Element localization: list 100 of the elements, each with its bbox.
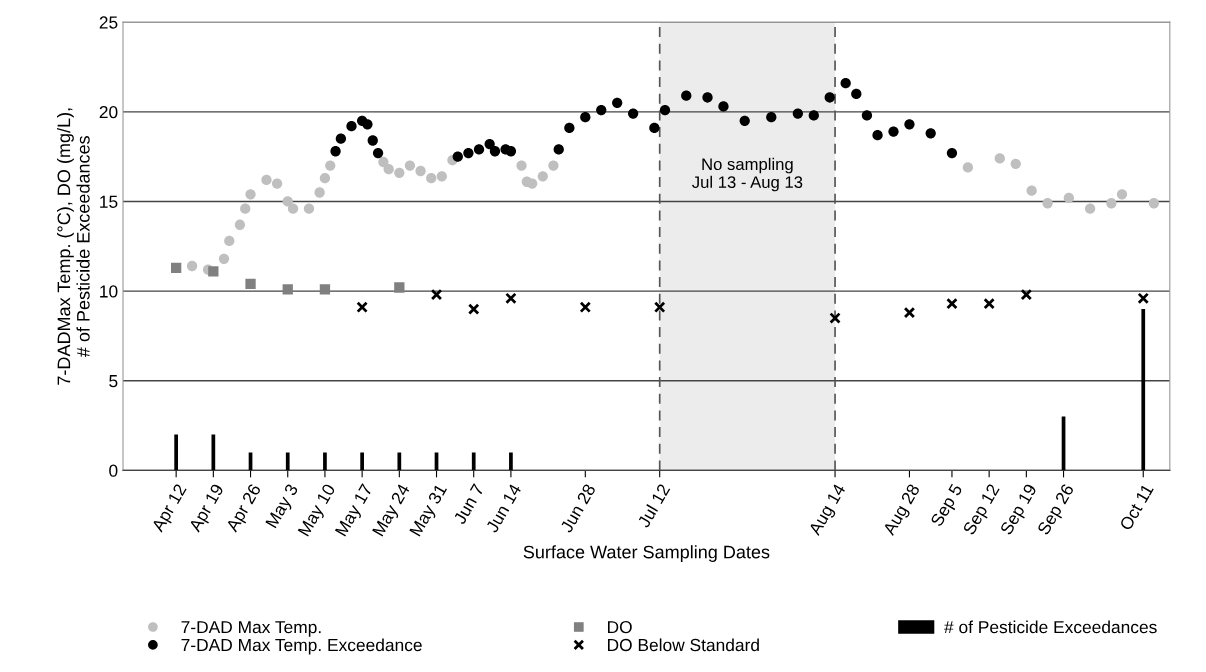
point [564,122,575,134]
point [186,260,198,272]
point [362,119,373,130]
point [319,284,331,295]
legend-label: # of Pesticide Exceedances [944,620,1157,634]
point [579,301,592,314]
x-tick-label: Sep 26 [1036,483,1078,538]
point [766,112,777,123]
x-tick-label: Sep 12 [962,483,1000,536]
point [653,301,666,314]
point [505,292,517,305]
point [1084,203,1096,214]
point [829,312,841,324]
point [548,160,559,171]
point [1063,192,1075,204]
point [983,297,995,310]
y-tick-label: 25 [99,16,118,29]
point [681,90,692,101]
point [702,92,713,103]
point [903,306,916,319]
point [234,219,246,230]
point [430,288,443,301]
point [792,108,804,119]
x-tick-label: Jun 14 [485,482,522,534]
point [367,135,378,146]
point [218,253,230,264]
point [840,77,851,89]
point [245,189,256,200]
point [946,147,958,159]
point [904,119,915,130]
point [325,160,336,171]
point [537,171,548,182]
point [925,128,936,139]
point [596,104,607,116]
point [489,146,501,157]
point [303,203,315,214]
point [1020,288,1033,301]
point [335,133,347,144]
point [287,203,299,214]
point [282,196,293,207]
annotation: No sampling Jul 13 - Aug 13 [692,157,803,192]
x-tick-label: Apr 12 [150,483,190,535]
point [394,167,405,178]
point [962,162,974,173]
point [739,115,750,126]
point [808,110,819,121]
point [1010,158,1021,169]
point [245,278,256,290]
point [330,146,341,157]
point [378,156,389,168]
x-tick-label: Apr 26 [225,483,265,535]
point [888,126,899,137]
point [383,164,394,175]
point [872,129,883,141]
point [861,110,873,121]
y-axis-title: 7-DADMax Temp. (°C), DO (mg/L), # of Pesticide Exceedances [57,108,90,385]
point [467,303,480,315]
y-tick-label: 15 [100,195,118,208]
point [484,138,495,150]
y-tick-label: 0 [109,464,118,477]
y-tick-label: 20 [99,105,118,119]
point [208,266,219,277]
legend-label: 7-DAD Max Temp. Exceedance [181,638,422,655]
point [394,282,405,293]
point [282,284,293,295]
point [415,165,426,177]
point [319,173,331,184]
point [346,121,357,132]
point [612,97,623,109]
point [473,144,485,155]
point [372,147,384,159]
point [404,160,416,171]
point [1026,185,1037,196]
point [261,174,272,186]
point [527,178,538,189]
point [649,122,660,134]
point [580,112,591,123]
point [1116,189,1128,200]
point [463,147,474,159]
x-tick-label: Oct 11 [1119,483,1154,532]
x-tick-label: Apr 19 [188,483,227,535]
point [1042,198,1053,209]
point [627,108,639,119]
x-tick-label: Jun 28 [559,483,596,534]
point [505,146,517,157]
point [946,297,958,310]
point [356,301,368,314]
point [314,187,325,198]
point [718,101,729,112]
point [1106,198,1117,209]
point [659,104,671,116]
point [240,203,251,214]
point [426,173,437,184]
point [452,151,463,162]
point [516,160,527,171]
point [1137,292,1150,305]
x-tick-label: Jul 12 [636,482,671,529]
legend-label: DO [607,620,632,634]
point [436,171,447,182]
y-tick-label: 5 [109,375,118,388]
